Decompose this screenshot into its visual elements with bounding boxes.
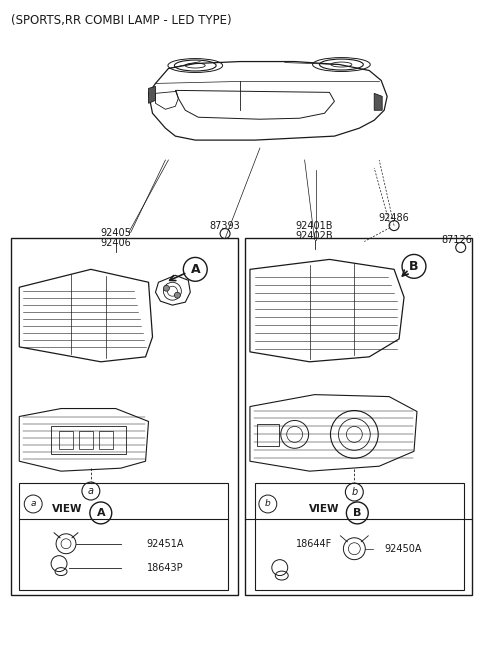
Polygon shape	[374, 93, 382, 110]
Text: 92405: 92405	[100, 227, 131, 238]
Text: a: a	[88, 486, 94, 496]
Text: 92450A: 92450A	[384, 544, 421, 554]
Text: B: B	[353, 508, 361, 518]
Bar	[59, 432, 73, 449]
Bar	[255, 483, 464, 591]
Text: VIEW: VIEW	[309, 504, 339, 514]
Circle shape	[164, 285, 169, 291]
Text: 87126: 87126	[441, 235, 472, 244]
Text: 87393: 87393	[210, 221, 240, 231]
Text: a: a	[30, 499, 36, 509]
Text: 92451A: 92451A	[147, 539, 184, 549]
Bar	[12, 238, 238, 595]
Text: b: b	[351, 487, 358, 497]
Text: (SPORTS,RR COMBI LAMP - LED TYPE): (SPORTS,RR COMBI LAMP - LED TYPE)	[12, 14, 232, 27]
Text: 92406: 92406	[100, 237, 131, 248]
Text: A: A	[96, 508, 105, 518]
Bar	[51, 426, 126, 454]
Text: b: b	[265, 499, 271, 509]
Text: 92401B: 92401B	[296, 221, 333, 231]
Text: 18643P: 18643P	[147, 562, 184, 573]
Bar	[19, 483, 228, 591]
Circle shape	[174, 292, 180, 298]
Text: B: B	[409, 260, 419, 273]
Text: 92486: 92486	[379, 213, 409, 223]
Text: 18644F: 18644F	[296, 539, 332, 549]
Text: A: A	[191, 263, 200, 276]
Bar	[99, 432, 113, 449]
Text: 92402B: 92402B	[296, 231, 334, 240]
Bar	[245, 238, 472, 595]
Bar	[79, 432, 93, 449]
Bar	[257, 424, 279, 446]
Polygon shape	[148, 87, 156, 103]
Text: VIEW: VIEW	[52, 504, 83, 514]
